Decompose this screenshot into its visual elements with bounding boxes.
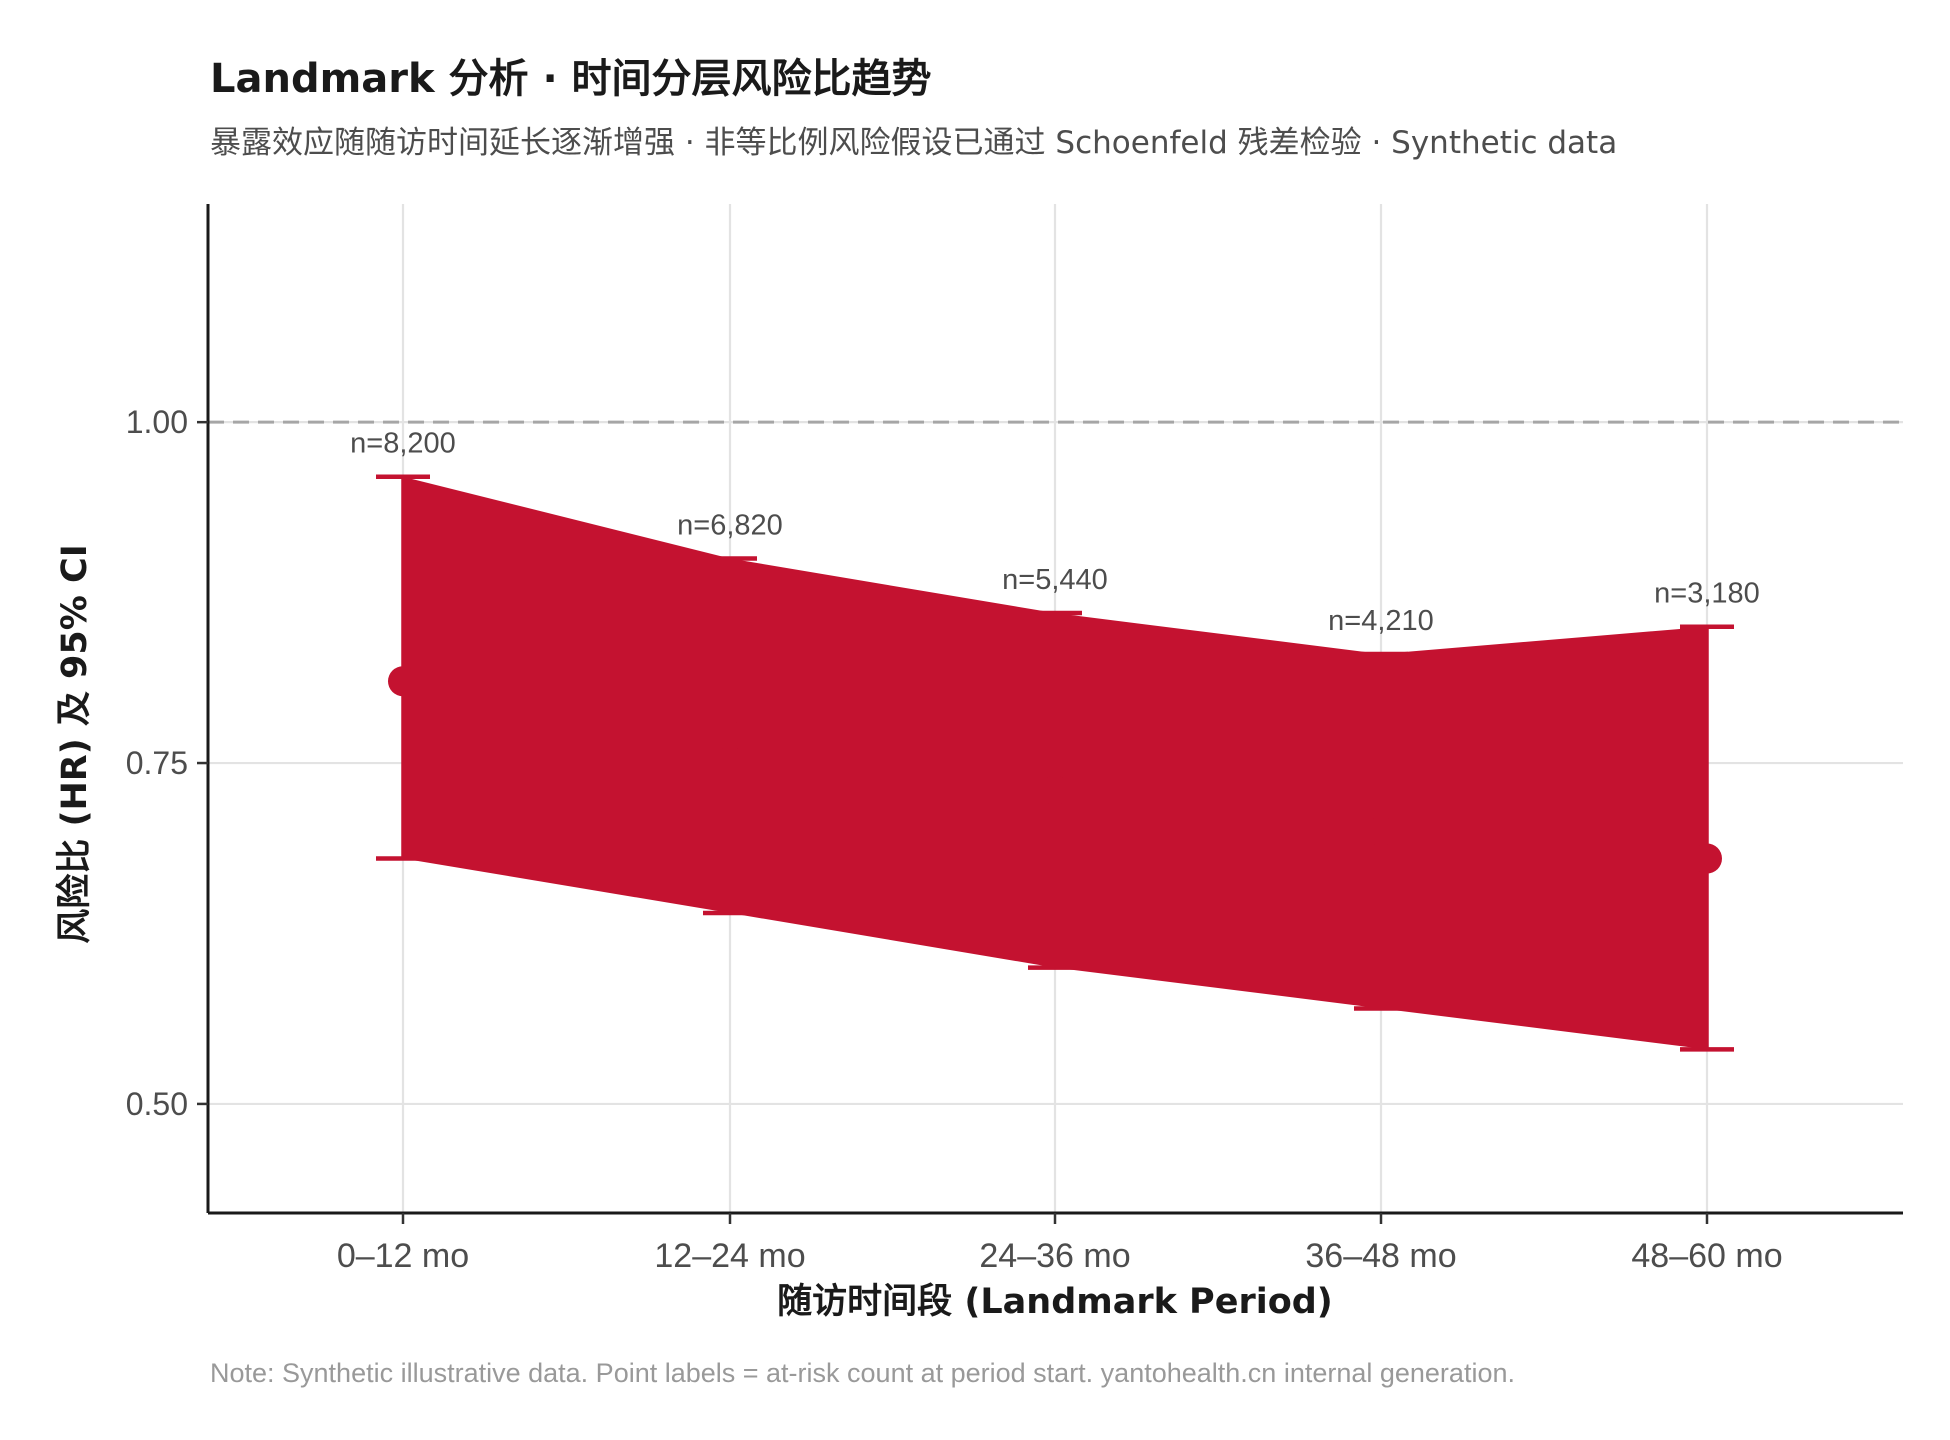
x-tick-label: 48–60 mo: [1631, 1237, 1782, 1275]
x-tick-label: 24–36 mo: [979, 1237, 1130, 1275]
n-label: n=4,210: [1328, 605, 1434, 637]
y-tick-label: 1.00: [126, 404, 188, 440]
n-labels: n=8,200 n=6,820 n=5,440 n=4,210 n=3,180: [350, 428, 1760, 637]
y-tick-label: 0.50: [126, 1086, 188, 1122]
y-tick-label: 0.75: [126, 745, 188, 781]
tick-labels: 0.50 0.75 1.00 0–12 mo 12–24 mo 24–36 mo 36–48…: [126, 404, 1783, 1275]
hr-point: [1366, 816, 1396, 847]
n-label: n=3,180: [1654, 578, 1760, 610]
chart-subtitle: 暴露效应随随访时间延长逐渐增强 · 非等比例风险假设已通过 Schoenfeld…: [210, 125, 1617, 161]
hr-point: [1040, 775, 1070, 806]
hr-points: [388, 666, 1722, 874]
x-axis-title: 随访时间段 (Landmark Period): [777, 1281, 1333, 1322]
hr-point: [715, 720, 745, 751]
chart-title: Landmark 分析 · 时间分层风险比趋势: [210, 56, 932, 102]
hr-point: [388, 666, 418, 697]
x-tick-label: 36–48 mo: [1305, 1237, 1456, 1275]
y-axis-title: 风险比 (HR) 及 95% CI: [55, 544, 95, 943]
hr-point: [1692, 843, 1722, 874]
n-label: n=8,200: [350, 428, 456, 460]
x-tick-label: 12–24 mo: [654, 1237, 805, 1275]
chart-caption: Note: Synthetic illustrative data. Point…: [210, 1358, 1515, 1388]
n-label: n=5,440: [1002, 564, 1108, 596]
x-tick-label: 0–12 mo: [337, 1237, 469, 1275]
n-label: n=6,820: [677, 510, 783, 542]
